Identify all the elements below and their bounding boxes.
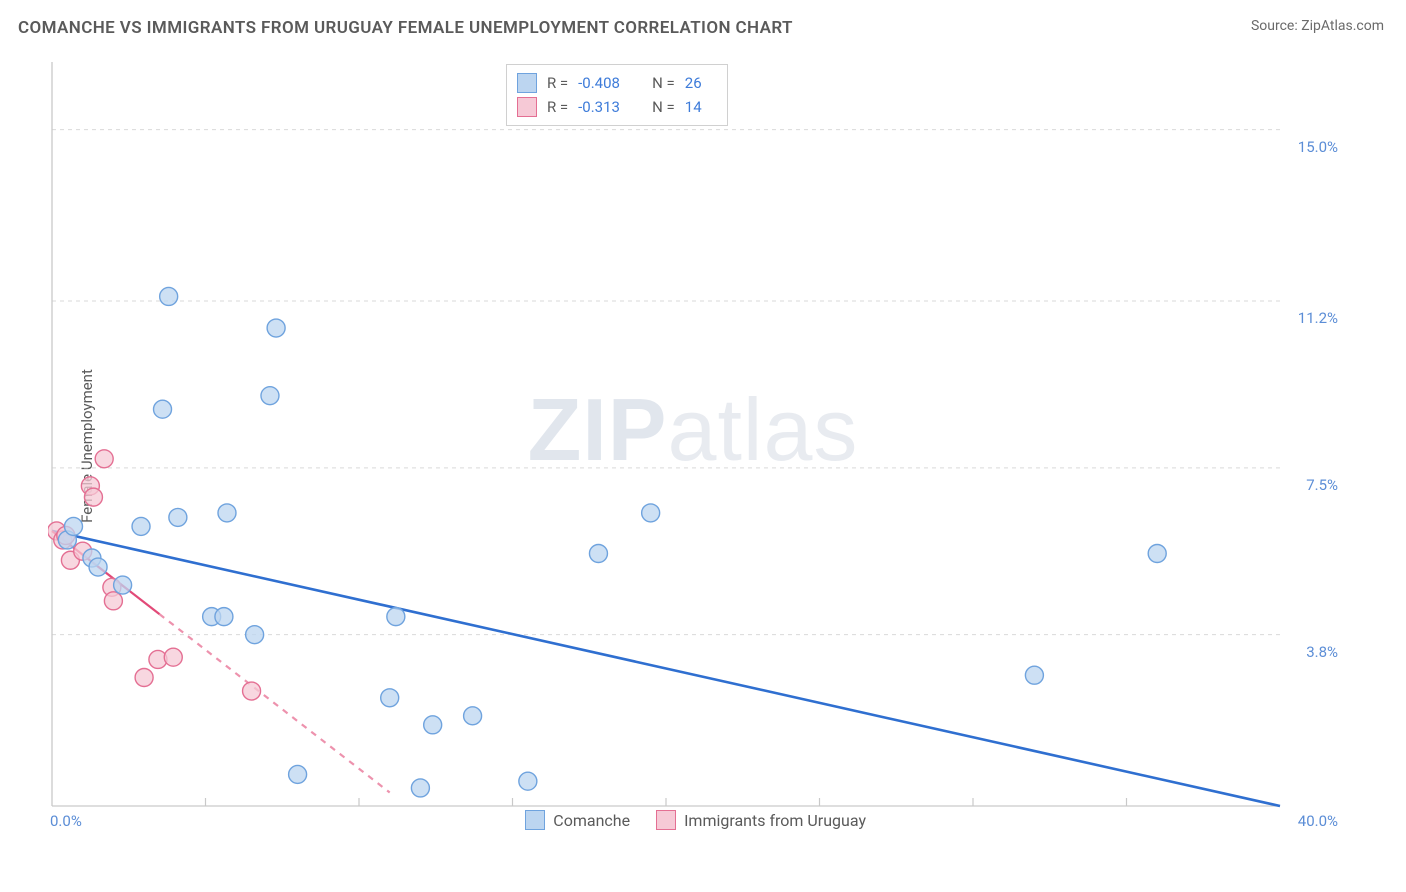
page-title: COMANCHE VS IMMIGRANTS FROM URUGUAY FEMA… xyxy=(18,18,793,38)
data-point xyxy=(267,319,285,337)
legend-swatch xyxy=(517,73,537,93)
x-max-label: 40.0% xyxy=(1298,812,1338,830)
data-point xyxy=(246,626,264,644)
data-point xyxy=(135,668,153,686)
n-value: 14 xyxy=(685,98,713,116)
series-legend: Comanche Immigrants from Uruguay xyxy=(525,810,866,830)
data-point xyxy=(104,592,122,610)
r-label: R = xyxy=(547,98,568,116)
source-label: Source: ZipAtlas.com xyxy=(1251,18,1384,34)
data-point xyxy=(95,450,113,468)
data-point xyxy=(218,504,236,522)
trend-line xyxy=(52,531,1280,806)
data-point xyxy=(289,765,307,783)
legend-item: Immigrants from Uruguay xyxy=(656,810,866,830)
data-point xyxy=(114,576,132,594)
y-tick-label: 11.2% xyxy=(1298,309,1338,327)
scatter-plot xyxy=(48,56,1338,836)
data-point xyxy=(243,682,261,700)
data-point xyxy=(164,648,182,666)
data-point xyxy=(424,716,442,734)
legend-swatch xyxy=(517,97,537,117)
data-point xyxy=(64,517,82,535)
data-point xyxy=(1025,666,1043,684)
legend-item: Comanche xyxy=(525,810,630,830)
legend-label: Immigrants from Uruguay xyxy=(684,811,866,830)
legend-label: Comanche xyxy=(553,811,630,830)
r-value: -0.408 xyxy=(578,74,634,92)
data-point xyxy=(1148,544,1166,562)
data-point xyxy=(132,517,150,535)
legend-row: R = -0.408 N = 26 xyxy=(517,71,713,95)
data-point xyxy=(261,387,279,405)
x-min-label: 0.0% xyxy=(50,812,82,830)
data-point xyxy=(411,779,429,797)
data-point xyxy=(89,558,107,576)
y-tick-label: 7.5% xyxy=(1306,476,1338,494)
data-point xyxy=(381,689,399,707)
data-point xyxy=(160,287,178,305)
legend-swatch xyxy=(656,810,676,830)
n-label: N = xyxy=(652,74,675,92)
correlation-legend: R = -0.408 N = 26 R = -0.313 N = 14 xyxy=(506,64,728,126)
data-point xyxy=(464,707,482,725)
trend-line-dashed xyxy=(159,614,389,792)
data-point xyxy=(215,608,233,626)
data-point xyxy=(387,608,405,626)
data-point xyxy=(519,772,537,790)
n-label: N = xyxy=(652,98,675,116)
y-tick-label: 15.0% xyxy=(1298,138,1338,156)
n-value: 26 xyxy=(685,74,713,92)
r-label: R = xyxy=(547,74,568,92)
chart-area: ZIPatlas 3.8%7.5%11.2%15.0%0.0%40.0%R =-… xyxy=(48,56,1338,836)
data-point xyxy=(169,508,187,526)
data-point xyxy=(84,488,102,506)
legend-swatch xyxy=(525,810,545,830)
r-value: -0.313 xyxy=(578,98,634,116)
legend-row: R = -0.313 N = 14 xyxy=(517,95,713,119)
y-tick-label: 3.8% xyxy=(1306,643,1338,661)
data-point xyxy=(589,544,607,562)
data-point xyxy=(154,400,172,418)
data-point xyxy=(642,504,660,522)
